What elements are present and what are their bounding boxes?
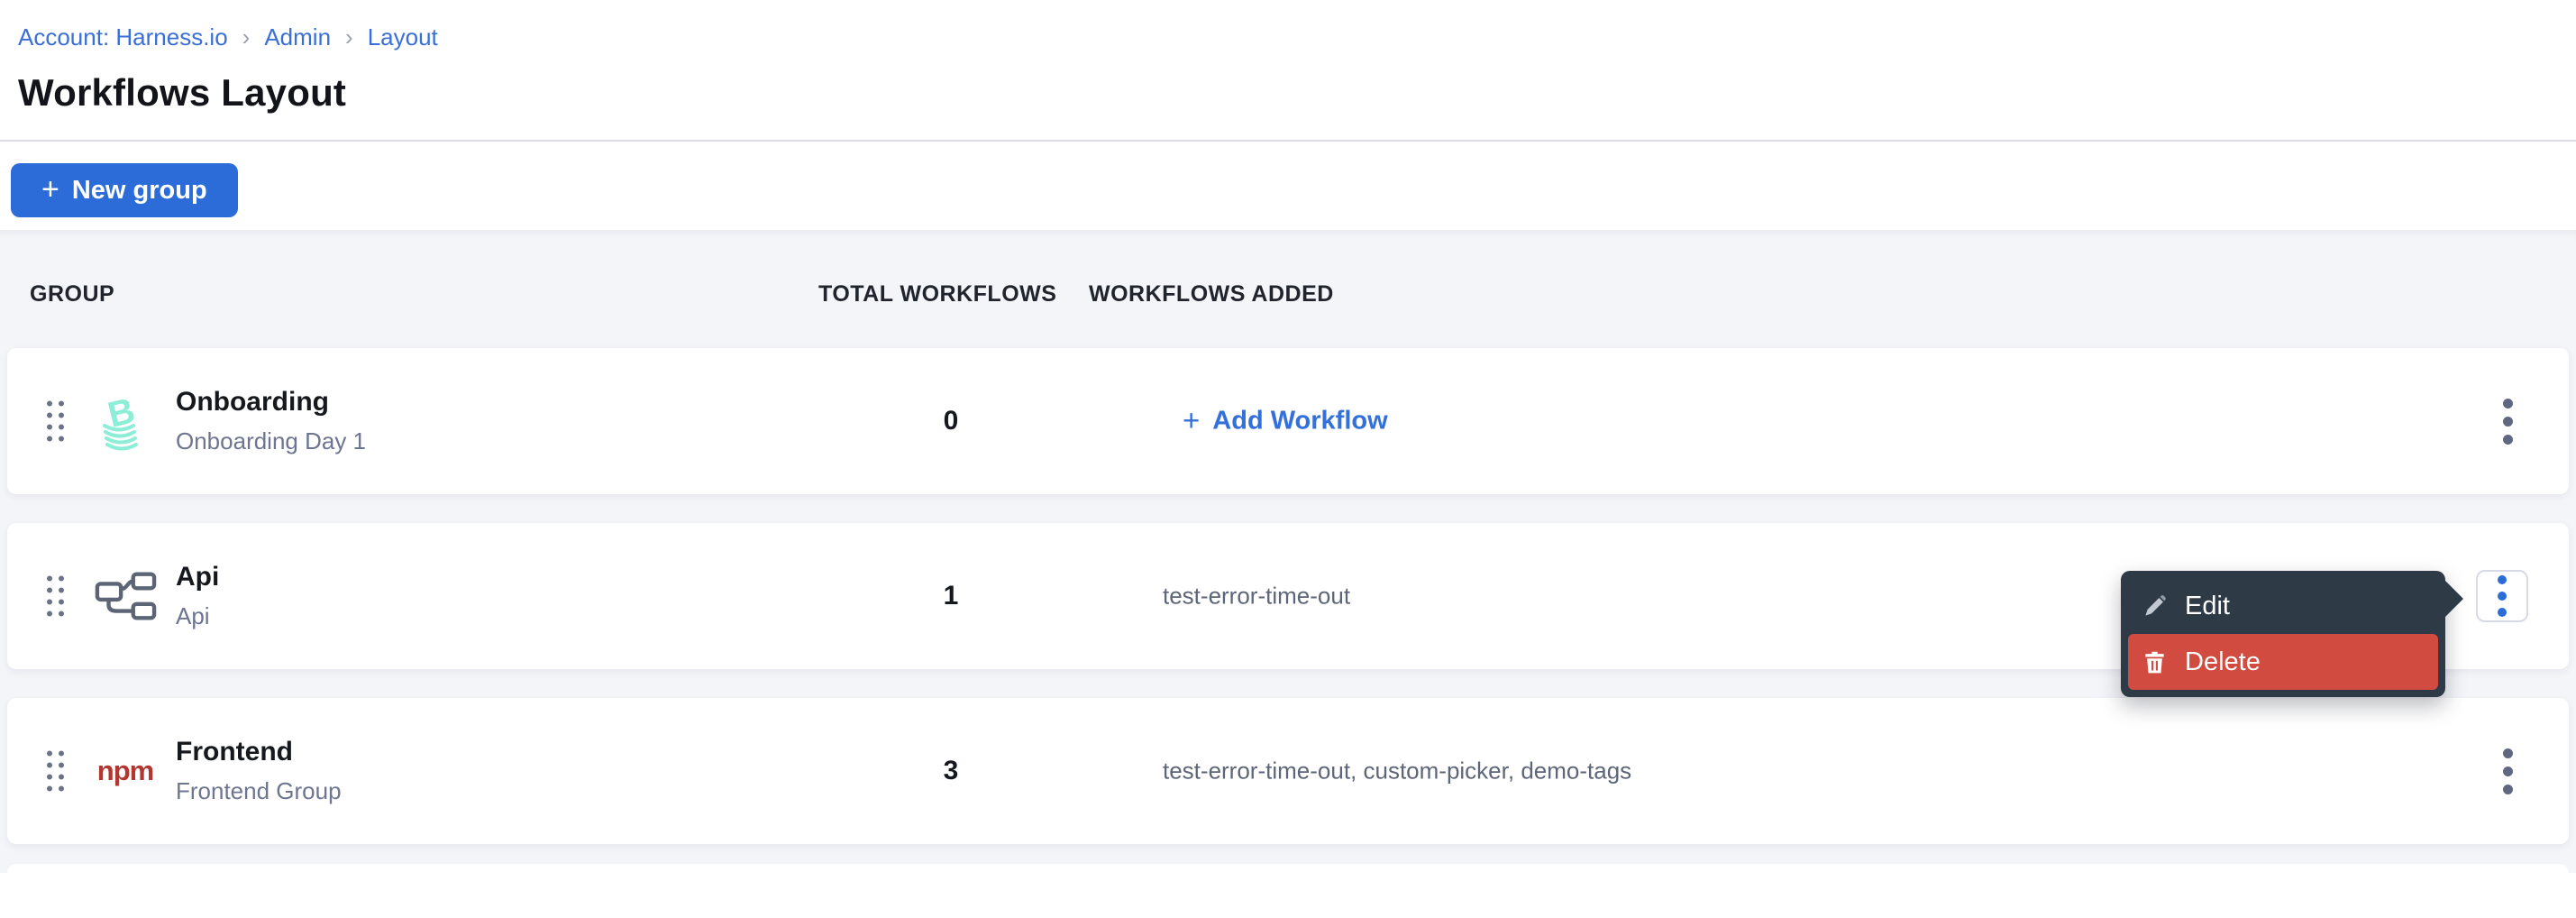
breadcrumb-separator-icon: › — [242, 23, 251, 50]
column-header-workflows-added: WORKFLOWS ADDED — [1089, 281, 1334, 307]
add-workflow-label: Add Workflow — [1212, 406, 1388, 436]
row-menu-kebab-icon-active[interactable] — [2476, 570, 2528, 622]
breadcrumb-separator-icon: › — [345, 23, 353, 50]
context-menu-delete-label: Delete — [2185, 647, 2261, 676]
table-row-partial — [7, 864, 2569, 918]
group-name: Api — [176, 562, 220, 592]
new-group-button[interactable]: + New group — [11, 163, 238, 217]
column-header-group: GROUP — [30, 281, 115, 307]
drag-handle-icon[interactable] — [47, 400, 64, 442]
row-menu-kebab-icon[interactable] — [2491, 744, 2524, 798]
toolbar: + New group — [0, 142, 2576, 230]
add-workflow-link[interactable]: + Add Workflow — [1183, 403, 1388, 437]
group-description: Frontend Group — [176, 777, 342, 804]
context-menu-edit[interactable]: Edit — [2128, 578, 2438, 634]
table-row-onboarding: B Onboarding Onboarding Day 1 0 + Add Wo… — [7, 348, 2569, 494]
group-description: Api — [176, 602, 210, 629]
stacked-layers-b-icon: B — [91, 389, 160, 454]
group-name: Onboarding — [176, 387, 329, 417]
workflows-added-list: test-error-time-out, custom-picker, demo… — [1163, 757, 1632, 785]
pencil-icon — [2145, 594, 2166, 616]
drag-handle-icon[interactable] — [47, 575, 64, 617]
group-description: Onboarding Day 1 — [176, 427, 367, 454]
plus-icon: + — [41, 172, 59, 207]
breadcrumb-account-link[interactable]: Account: Harness.io — [18, 23, 228, 50]
breadcrumb-admin-link[interactable]: Admin — [264, 23, 332, 50]
context-menu-delete[interactable]: Delete — [2128, 634, 2438, 690]
breadcrumb: Account: Harness.io › Admin › Layout — [18, 0, 2576, 51]
groups-table: GROUP TOTAL WORKFLOWS WORKFLOWS ADDED B — [0, 230, 2576, 918]
row-menu-kebab-icon[interactable] — [2491, 394, 2524, 448]
npm-logo: npm — [96, 755, 154, 786]
plus-icon: + — [1183, 403, 1201, 437]
workflows-added-list: test-error-time-out — [1163, 582, 1351, 610]
breadcrumb-layout-link[interactable]: Layout — [367, 23, 438, 50]
total-workflows-count: 0 — [943, 406, 959, 436]
table-row-frontend: npm Frontend Frontend Group 3 test-error… — [7, 698, 2569, 844]
new-group-button-label: New group — [71, 175, 207, 205]
workflow-diagram-icon — [91, 570, 160, 622]
row-context-menu: Edit Delete — [2121, 571, 2463, 697]
context-menu-edit-label: Edit — [2185, 591, 2230, 620]
page-title: Workflows Layout — [18, 71, 347, 114]
column-header-total-workflows: TOTAL WORKFLOWS — [818, 281, 1057, 307]
trash-icon — [2145, 651, 2164, 673]
drag-handle-icon[interactable] — [47, 750, 64, 792]
page-header: Account: Harness.io › Admin › Layout Wor… — [0, 0, 2576, 142]
total-workflows-count: 3 — [943, 756, 959, 785]
group-name: Frontend — [176, 737, 293, 767]
total-workflows-count: 1 — [943, 581, 959, 610]
group-name-block: Onboarding Onboarding Day 1 — [176, 387, 366, 455]
group-name-block: Frontend Frontend Group — [176, 737, 342, 805]
group-name-block: Api Api — [176, 562, 219, 630]
